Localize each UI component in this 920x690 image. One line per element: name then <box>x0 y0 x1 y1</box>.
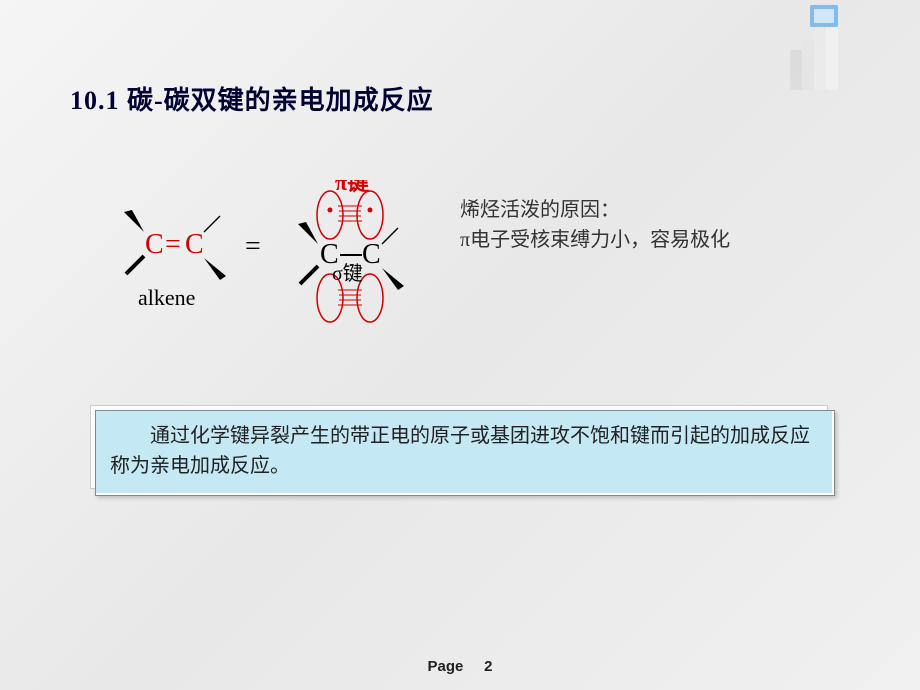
left-carbon-1: C <box>145 229 164 260</box>
alkene-diagram: C = C alkene = π键 <box>110 180 430 340</box>
page-label: Page <box>427 658 463 675</box>
definition-box: 通过化学键异裂产生的带正电的原子或基团进攻不饱和键而引起的加成反应称为亲电加成反… <box>95 410 835 496</box>
right-carbon-2: C <box>362 239 381 270</box>
page-footer: Page 2 <box>0 658 920 675</box>
definition-text: 通过化学键异裂产生的带正电的原子或基团进攻不饱和键而引起的加成反应称为亲电加成反… <box>110 425 810 477</box>
alkene-label: alkene <box>138 285 195 310</box>
sigma-bond-label: σ键 <box>332 262 363 285</box>
section-heading: 10.1 碳-碳双键的亲电加成反应 <box>70 80 434 117</box>
page-number: 2 <box>484 658 492 675</box>
explain-line2: π电子受核束缚力小，容易极化 <box>460 225 730 255</box>
explanation-text: 烯烃活泼的原因： π电子受核束缚力小，容易极化 <box>460 195 730 255</box>
pi-bond-label: π键 <box>335 180 369 195</box>
corner-decoration <box>780 0 860 90</box>
explain-line1: 烯烃活泼的原因： <box>460 195 730 225</box>
double-bond-left: = <box>165 229 181 260</box>
left-carbon-2: C <box>185 229 204 260</box>
equals-sign: = <box>245 231 261 262</box>
